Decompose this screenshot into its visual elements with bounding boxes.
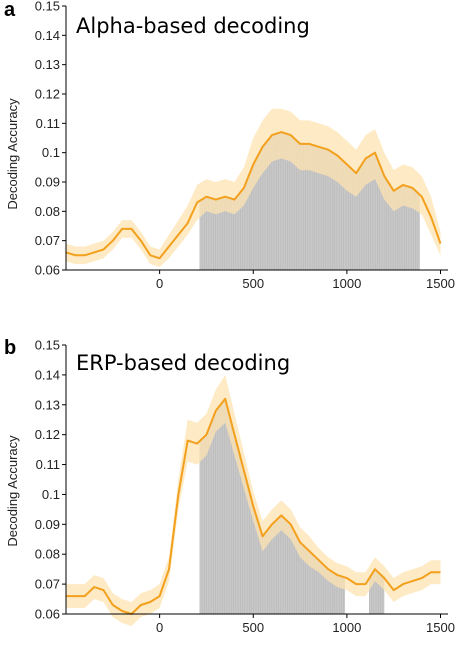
ci-band-layer-a xyxy=(66,108,441,268)
x-tick-label-a: 1500 xyxy=(426,276,455,291)
x-tick-label-a: 500 xyxy=(242,276,264,291)
chart-title-a: Alpha-based decoding xyxy=(76,14,310,38)
y-tick-label-b: 0.12 xyxy=(35,427,60,442)
x-tick-label-b: 1500 xyxy=(426,620,455,635)
y-tick-label-a: 0.11 xyxy=(36,116,60,131)
panel-b: b 0.06 0.07 0.08 0.09 0.1 0.11 0.12 0.13 0.14 0.1… xyxy=(4,337,455,635)
axes-a: 0.06 0.07 0.08 0.09 0.1 0.11 0.12 0.13 0.14 0.15 0… xyxy=(35,0,455,291)
y-tick-label-b: 0.08 xyxy=(35,547,60,562)
y-tick-label-a: 0.14 xyxy=(35,28,60,43)
y-tick-label-b: 0.11 xyxy=(36,457,60,472)
y-tick-label-a: 0.06 xyxy=(35,263,60,278)
x-tick-label-b: 500 xyxy=(242,620,264,635)
y-tick-label-a: 0.12 xyxy=(35,87,60,102)
y-axis-label-b: Decoding Accuracy xyxy=(5,435,20,547)
y-tick-label-b: 0.13 xyxy=(35,397,60,412)
y-tick-label-a: 0.15 xyxy=(35,0,60,14)
y-tick-label-b: 0.07 xyxy=(35,577,60,592)
y-tick-label-b: 0.09 xyxy=(35,517,60,532)
chart-title-b: ERP-based decoding xyxy=(76,351,290,375)
ci-band-a xyxy=(66,108,441,268)
panel-letter-a: a xyxy=(4,0,16,21)
y-tick-label-a: 0.1 xyxy=(42,145,60,160)
mean-line-a xyxy=(65,131,442,260)
y-tick-label-a: 0.13 xyxy=(35,57,60,72)
panel-letter-b: b xyxy=(4,337,16,359)
x-tick-label-a: 1000 xyxy=(332,276,361,291)
x-tick-label-b: 1000 xyxy=(332,620,361,635)
y-tick-label-b: 0.06 xyxy=(35,607,60,622)
y-tick-label-b: 0.14 xyxy=(35,367,60,382)
mean-line-b xyxy=(66,397,441,615)
y-tick-label-b: 0.15 xyxy=(35,338,60,353)
ci-band-layer-b xyxy=(66,374,441,626)
y-axis-label-a: Decoding Accuracy xyxy=(5,98,20,210)
ci-band-b xyxy=(66,374,441,626)
y-tick-label-a: 0.08 xyxy=(35,204,60,219)
panel-a: a 0.06 0.07 0.08 0.09 0.1 0.11 0.12 0.13 0.14 0.1… xyxy=(4,0,455,291)
x-tick-label-a: 0 xyxy=(156,276,163,291)
y-tick-label-b: 0.1 xyxy=(42,487,60,502)
axes-b: 0.06 0.07 0.08 0.09 0.1 0.11 0.12 0.13 0.14 0.15 0… xyxy=(35,338,455,636)
y-tick-label-a: 0.09 xyxy=(35,175,60,190)
mean-line-layer-b xyxy=(66,397,441,615)
y-tick-label-a: 0.07 xyxy=(35,233,60,248)
x-tick-label-b: 0 xyxy=(156,620,163,635)
mean-line-layer-a xyxy=(65,131,442,260)
